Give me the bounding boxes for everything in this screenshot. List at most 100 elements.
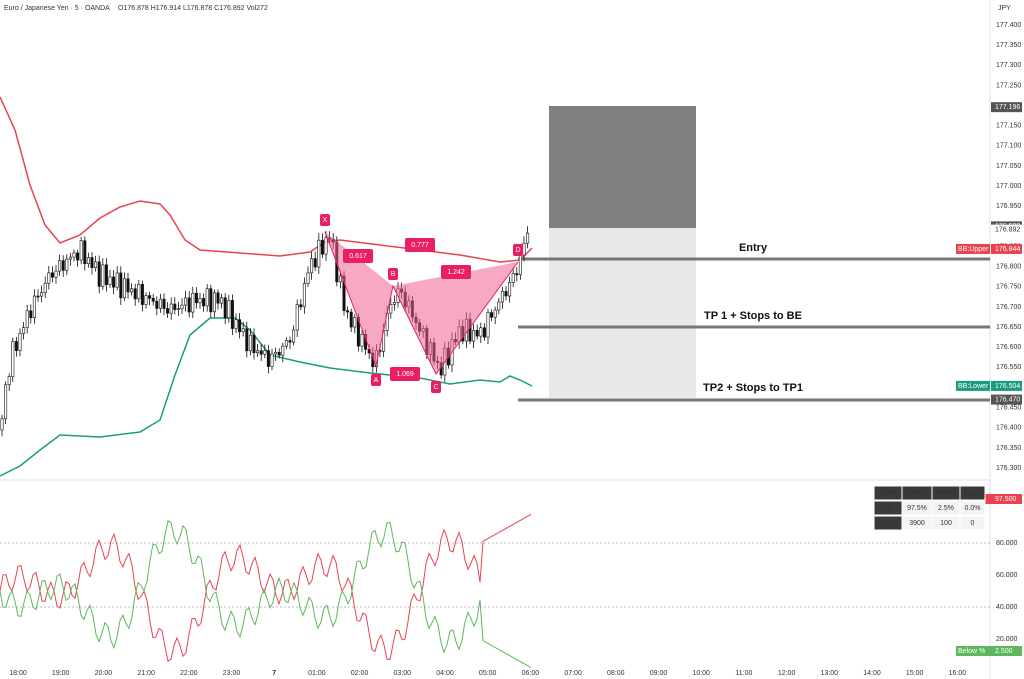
- ratio-text: 1.242: [447, 269, 465, 276]
- osc-tag-name: Below %: [958, 648, 985, 655]
- point-text: C: [433, 384, 438, 391]
- ratio-tag: [441, 265, 471, 279]
- candle-body: [50, 272, 54, 278]
- candle-body: [148, 295, 152, 299]
- candle-body: [115, 272, 119, 288]
- candle-body: [313, 258, 317, 268]
- candle-body: [68, 256, 72, 260]
- price-tag-text: 176.470: [995, 396, 1020, 403]
- candle-body: [162, 298, 166, 309]
- ratio-text: 1.069: [396, 371, 414, 378]
- osc-label: 40.000: [996, 604, 1018, 611]
- candle-body: [32, 295, 36, 319]
- time-label: 21:00: [137, 670, 155, 677]
- candle-body: [508, 282, 512, 297]
- candle-body: [176, 308, 180, 310]
- candle-body: [238, 319, 242, 333]
- candle-body: [173, 303, 177, 310]
- candle-body: [230, 299, 234, 329]
- candle-body: [47, 272, 51, 284]
- time-label: 07:00: [564, 670, 582, 677]
- candle-body: [288, 340, 292, 343]
- point-tag: [320, 214, 330, 226]
- candle-body: [72, 252, 76, 258]
- table-text: Type: [880, 490, 895, 497]
- price-tag: [991, 102, 1022, 113]
- candle-body: [108, 276, 112, 285]
- annotation: Entry: [739, 242, 768, 254]
- candle-body: [277, 351, 281, 356]
- candle-body: [36, 295, 40, 298]
- candle-body: [166, 308, 170, 314]
- candle-body: [18, 333, 22, 351]
- candle-body: [130, 288, 134, 293]
- time-label: 23:00: [223, 670, 241, 677]
- series-tag-text: BB:Upper: [958, 246, 989, 253]
- candle-body: [338, 275, 342, 283]
- candle-body: [490, 312, 494, 318]
- table-text: 0: [971, 520, 975, 527]
- candle-body: [324, 237, 328, 255]
- pattern-bcd: [393, 262, 518, 374]
- candle-body: [90, 257, 94, 269]
- price-label: 177.000: [996, 183, 1021, 190]
- time-label: 06:00: [522, 670, 540, 677]
- candle-body: [284, 340, 288, 347]
- table-text: 0.0%: [965, 505, 981, 512]
- candle-body: [299, 304, 303, 308]
- candle-body: [101, 264, 105, 287]
- point-tag: [431, 381, 441, 393]
- time-label: 11:00: [735, 670, 752, 677]
- candle-body: [184, 297, 188, 306]
- candle-body: [137, 284, 141, 300]
- time-label: 16:00: [949, 670, 967, 677]
- candle-body: [486, 312, 490, 338]
- time-label: 19:00: [52, 670, 70, 677]
- time-label: 22:00: [180, 670, 198, 677]
- candle-body: [252, 334, 256, 353]
- candle-body: [310, 258, 314, 274]
- candle-body: [216, 292, 220, 304]
- table-text: Below: [936, 490, 956, 497]
- price-label: 176.950: [996, 203, 1021, 210]
- price-label: 177.300: [996, 62, 1021, 69]
- candle-body: [140, 284, 144, 305]
- candle-body: [151, 297, 155, 302]
- price-label: 176.300: [996, 465, 1021, 472]
- bb-upper: [0, 96, 533, 263]
- price-tag: [991, 394, 1022, 405]
- candle-body: [7, 376, 11, 386]
- candle-body: [482, 327, 486, 338]
- candle-body: [220, 297, 224, 304]
- pattern-legs: [324, 231, 519, 375]
- osc-label: 60.000: [996, 572, 1018, 579]
- header-ohlc: O176.878 H176.914 L176.878 C176.892 Vol2…: [118, 5, 268, 12]
- price-label: 177.100: [996, 143, 1021, 150]
- candle-body: [11, 341, 15, 377]
- osc-tag: [956, 646, 1022, 656]
- candle-body: [191, 292, 195, 313]
- target-zone: [549, 228, 696, 398]
- price-tag-text: 176.504: [995, 383, 1020, 390]
- series-tag: [956, 243, 990, 254]
- osc-label: 20.000: [996, 636, 1018, 643]
- price-label: 177.250: [996, 82, 1021, 89]
- candle-body: [493, 309, 497, 318]
- candle-body: [61, 260, 65, 271]
- candle-body: [497, 301, 501, 311]
- candle-body: [29, 310, 33, 319]
- candle-body: [97, 261, 101, 287]
- point-tag: [513, 244, 523, 256]
- candle-body: [306, 272, 310, 284]
- candle-body: [526, 232, 530, 244]
- candle-body: [119, 272, 123, 299]
- series-tag-text: BB:Lower: [958, 383, 989, 390]
- price-label: 176.700: [996, 304, 1021, 311]
- candle-body: [0, 418, 4, 431]
- table-text: 2.5%: [938, 505, 954, 512]
- candle-body: [198, 298, 202, 304]
- candle-body: [212, 292, 216, 313]
- candle-body: [479, 327, 483, 337]
- candle-body: [94, 261, 98, 269]
